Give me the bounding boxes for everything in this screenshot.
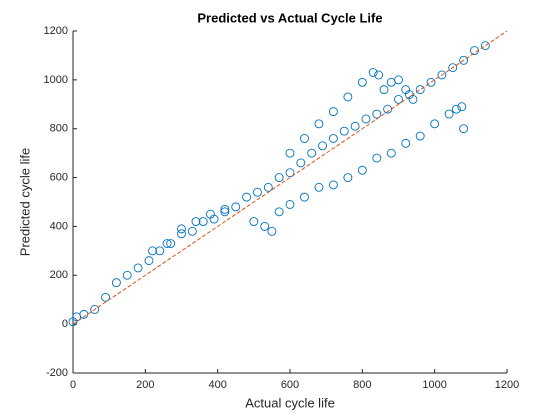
x-tick-label: 800: [353, 379, 371, 391]
y-tick-label: 200: [50, 269, 68, 281]
x-tick-label: 400: [208, 379, 226, 391]
scatter-point: [267, 226, 277, 236]
scatter-point: [285, 199, 295, 209]
scatter-point: [155, 246, 165, 256]
scatter-point: [314, 182, 324, 192]
scatter-point: [401, 85, 411, 95]
scatter-point: [263, 182, 273, 192]
scatter-point: [90, 305, 100, 314]
x-axis-label: Actual cycle life: [245, 395, 335, 410]
scatter-point: [148, 246, 158, 256]
scatter-point: [343, 92, 353, 102]
y-tick-label: 1000: [44, 74, 68, 86]
scatter-point: [451, 104, 461, 114]
scatter-point: [285, 168, 295, 178]
x-tick-label: 1200: [495, 379, 519, 391]
scatter-point: [162, 239, 172, 248]
scatter-point: [401, 138, 411, 148]
scatter-point: [101, 292, 111, 302]
scatter-point: [260, 221, 270, 231]
y-tick-label: 600: [50, 171, 68, 183]
scatter-point: [374, 70, 384, 80]
scatter-point: [426, 77, 436, 87]
y-tick-label: -200: [46, 367, 68, 379]
scatter-point: [437, 70, 447, 80]
y-tick-label: 800: [50, 123, 68, 135]
x-tick-label: 0: [70, 379, 76, 391]
scatter-point: [357, 165, 367, 175]
scatter-point: [379, 85, 389, 95]
scatter-point: [480, 41, 490, 51]
scatter-point: [318, 141, 327, 151]
reference-line: [72, 30, 508, 325]
scatter-point: [205, 209, 215, 219]
scatter-point: [249, 217, 259, 226]
scatter-point: [372, 153, 382, 163]
scatter-point: [166, 239, 176, 248]
scatter-point: [296, 158, 306, 168]
scatter-point: [274, 207, 284, 217]
y-tick-label: 400: [50, 220, 68, 232]
scatter-point: [328, 180, 338, 190]
scatter-point: [191, 217, 201, 226]
scatter-point: [459, 55, 469, 65]
y-tick-label: 1200: [44, 25, 68, 37]
chart-title: Predicted vs Actual Cycle Life: [197, 10, 382, 25]
scatter-point: [350, 121, 360, 131]
scatter-point: [111, 278, 121, 288]
x-tick-label: 200: [136, 379, 154, 391]
scatter-point: [457, 102, 467, 112]
scatter-point: [415, 131, 425, 141]
scatter-point: [357, 77, 367, 87]
x-tick-label: 1000: [422, 379, 446, 391]
scatter-point: [300, 134, 309, 143]
scatter-point: [133, 263, 143, 273]
scatter-point: [372, 109, 382, 119]
scatter-point: [368, 68, 378, 77]
scatter-point: [314, 119, 324, 129]
scatter-point: [177, 229, 186, 239]
scatter-point: [430, 119, 440, 129]
scatter-point: [274, 173, 284, 183]
scatter-point: [444, 109, 454, 119]
scatter-point: [198, 217, 208, 226]
scatter-point: [300, 192, 309, 202]
y-axis-label: Predicted cycle life: [17, 148, 32, 256]
scatter-point: [394, 75, 403, 85]
scatter-point: [386, 148, 396, 158]
scatter-point: [242, 192, 252, 202]
scatter-point: [307, 148, 317, 158]
scatter-point: [220, 204, 230, 214]
x-tick-label: 600: [281, 379, 299, 391]
scatter-point: [448, 63, 458, 73]
scatter-point: [285, 148, 295, 158]
scatter-point: [79, 309, 89, 319]
scatter-point: [459, 124, 469, 134]
scatter-point: [177, 224, 186, 234]
scatter-point: [122, 270, 132, 280]
scatter-point: [339, 126, 349, 136]
scatter-point: [408, 94, 418, 104]
scatter-point: [328, 107, 338, 117]
scatter-point: [343, 173, 353, 183]
scatter-point: [144, 256, 154, 266]
scatter-point: [328, 134, 338, 143]
scatter-point: [253, 187, 262, 197]
scatter-point: [187, 226, 197, 236]
y-tick-label: 0: [62, 318, 68, 330]
scatter-point: [415, 85, 425, 95]
scatter-point: [231, 202, 241, 212]
scatter-point: [220, 207, 230, 217]
scatter-point: [361, 114, 371, 124]
scatter-point: [394, 94, 403, 104]
